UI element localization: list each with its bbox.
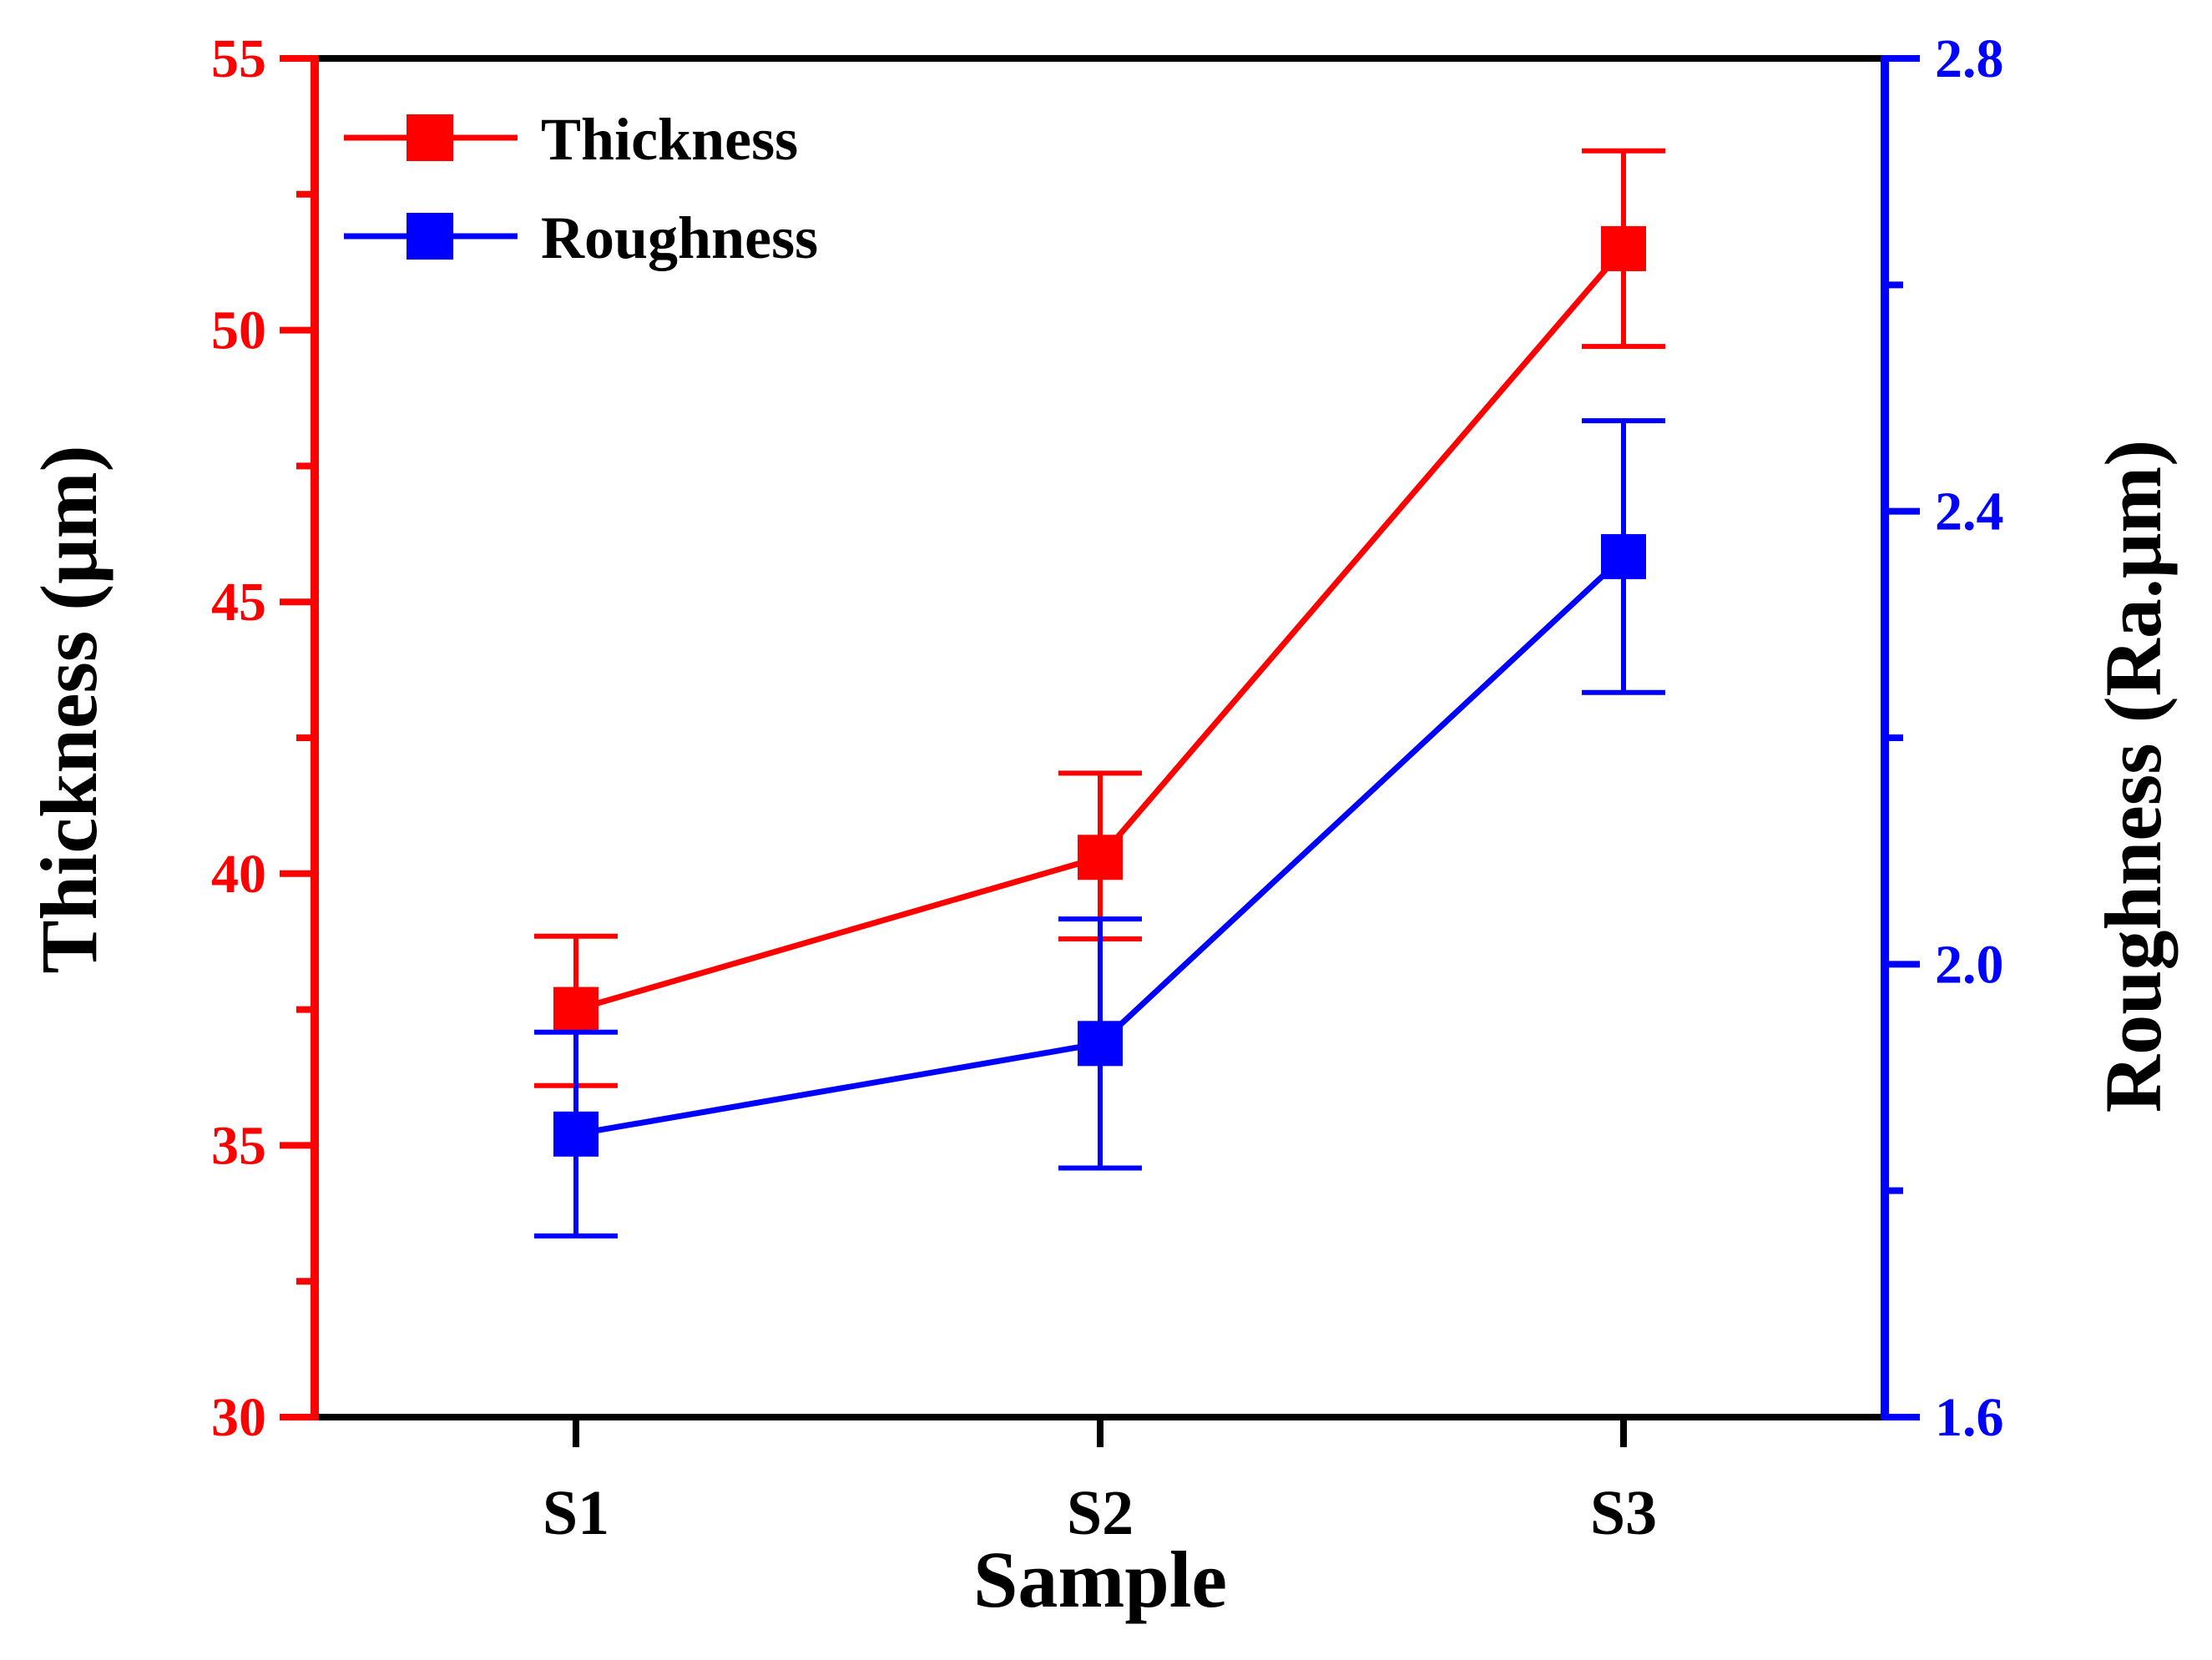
legend-marker (407, 213, 453, 260)
x-tick-label: S3 (1590, 1478, 1657, 1548)
right-tick-label: 2.8 (1935, 28, 2004, 89)
data-point (1078, 835, 1123, 880)
left-y-axis-title: Thickness (μm) (24, 445, 114, 973)
series-layer (534, 148, 1665, 1239)
left-tick-label: 40 (211, 844, 266, 905)
legend: Thickness Roughness (344, 106, 818, 271)
data-point (1601, 225, 1646, 271)
legend-entry-roughness: Roughness (344, 204, 818, 271)
left-tick-label: 35 (211, 1115, 266, 1176)
x-tick-label: S2 (1067, 1478, 1134, 1548)
right-tick-label: 2.0 (1935, 934, 2004, 995)
legend-label: Roughness (541, 204, 818, 271)
x-tick-label: S1 (543, 1478, 609, 1548)
series-roughness (534, 418, 1665, 1239)
right-y-axis-title: Roughness (Ra.μm) (2088, 440, 2178, 1113)
data-point (553, 986, 598, 1032)
left-tick-label: 45 (211, 572, 266, 633)
axes: 30 35 40 45 50 55 1.6 2.0 2.4 2.8 S1 S2 S3 (211, 28, 2004, 1548)
data-point (553, 1111, 598, 1157)
left-tick-label: 55 (211, 28, 266, 89)
right-tick-label: 1.6 (1935, 1387, 2004, 1448)
legend-label: Thickness (541, 106, 798, 173)
legend-entry-thickness: Thickness (344, 106, 798, 173)
data-point (1078, 1021, 1123, 1067)
legend-marker (407, 114, 453, 161)
series-thickness (534, 148, 1665, 1088)
right-tick-label: 2.4 (1935, 482, 2004, 542)
x-axis-title: Sample (973, 1535, 1227, 1624)
data-point (1601, 533, 1646, 579)
left-tick-label: 50 (211, 300, 266, 361)
left-tick-label: 30 (211, 1387, 266, 1448)
